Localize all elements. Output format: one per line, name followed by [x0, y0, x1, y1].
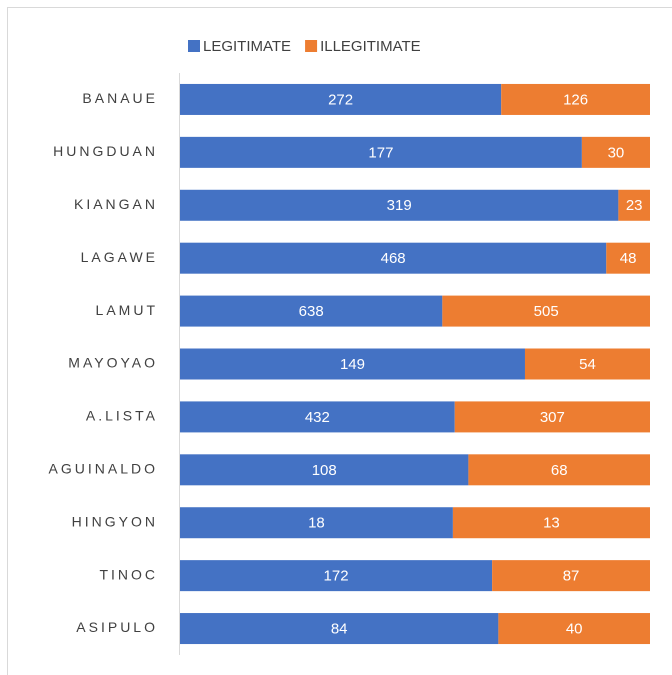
data-label: 30	[608, 144, 625, 161]
data-label: 468	[381, 250, 406, 267]
bar-segment	[606, 242, 650, 274]
category-label: TINOC	[99, 566, 158, 582]
data-label: 87	[563, 568, 580, 585]
data-label: 149	[340, 356, 365, 373]
bar-segment	[618, 189, 650, 221]
bar-segment	[524, 348, 650, 380]
bar-segment	[442, 295, 650, 327]
bar-segment	[501, 83, 650, 115]
bar-segment	[180, 242, 607, 274]
data-label: 54	[579, 356, 596, 373]
bar-segment	[180, 454, 469, 486]
data-label: 505	[534, 303, 559, 320]
data-label: 319	[387, 197, 412, 214]
data-label: 638	[299, 303, 324, 320]
category-label: LAGAWE	[81, 249, 158, 265]
data-label: 84	[331, 621, 348, 638]
bar-segment	[452, 507, 650, 539]
bar-segment	[581, 136, 650, 168]
bar-segment	[180, 83, 502, 115]
bar-segment	[180, 348, 525, 380]
category-label: KIANGAN	[74, 196, 158, 212]
bar-segment	[492, 560, 650, 592]
data-label: 48	[620, 250, 637, 267]
bar-segment	[180, 295, 443, 327]
bar-segment	[180, 136, 582, 168]
category-label: A.LISTA	[86, 408, 158, 424]
category-label: LAMUT	[96, 302, 158, 318]
data-label: 307	[540, 409, 565, 426]
bar-segment	[468, 454, 650, 486]
bar-segment	[180, 613, 499, 645]
data-label: 23	[626, 197, 643, 214]
data-label: 13	[543, 515, 560, 532]
data-label: 177	[368, 144, 393, 161]
data-label: 432	[305, 409, 330, 426]
legend-label: LEGITIMATE	[203, 38, 291, 55]
data-label: 108	[312, 462, 337, 479]
category-label: ASIPULO	[76, 619, 158, 635]
category-label: HUNGDUAN	[53, 143, 158, 159]
category-label: BANAUE	[82, 90, 158, 106]
data-label: 68	[551, 462, 568, 479]
legend-label: ILLEGITIMATE	[320, 38, 421, 55]
data-label: 18	[308, 515, 325, 532]
bar-segment	[180, 560, 493, 592]
bar-segment	[180, 401, 455, 433]
category-label: AGUINALDO	[49, 461, 158, 477]
bar-segment	[180, 189, 619, 221]
bar-segment	[180, 507, 453, 539]
legend-swatch	[305, 40, 318, 52]
data-label: 272	[328, 91, 353, 108]
category-label: MAYOYAO	[68, 355, 158, 371]
bar-segment	[454, 401, 650, 433]
data-label: 172	[324, 568, 349, 585]
data-label: 40	[566, 621, 583, 638]
category-label: HINGYON	[72, 513, 158, 529]
legend-swatch	[188, 40, 200, 52]
data-label: 126	[563, 91, 588, 108]
bar-segment	[498, 613, 650, 645]
